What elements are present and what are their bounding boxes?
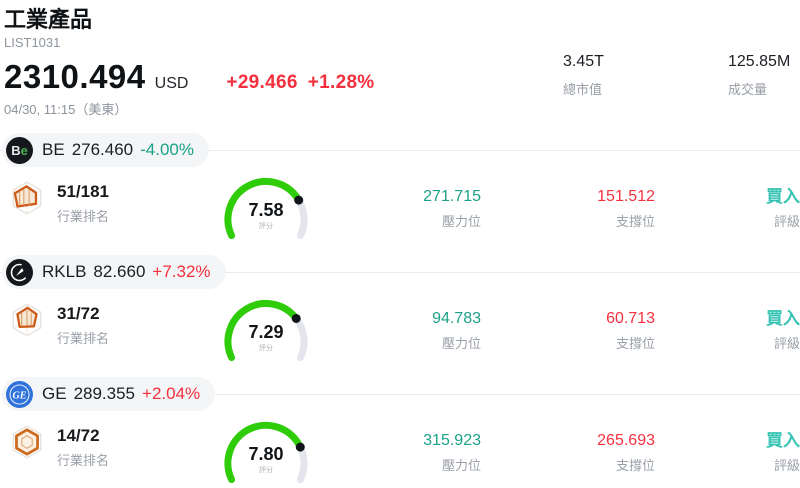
support-cell: 265.693 支撐位 bbox=[481, 421, 655, 474]
rklb-logo-icon bbox=[6, 258, 33, 286]
resistance-label: 壓力位 bbox=[441, 336, 481, 351]
market-cap-label: 總市值 bbox=[563, 82, 603, 97]
resistance-value: 271.715 bbox=[423, 188, 481, 205]
rating-value: 買入 bbox=[766, 187, 800, 206]
volume-label: 成交量 bbox=[728, 82, 768, 97]
resistance-label: 壓力位 bbox=[441, 214, 481, 229]
rating-value: 買入 bbox=[766, 309, 800, 328]
row-divider bbox=[0, 150, 800, 151]
support-label: 支撐位 bbox=[615, 336, 655, 351]
row-divider bbox=[0, 272, 800, 273]
score-gauge: 7.29 評分 bbox=[214, 299, 318, 361]
price-row: 2310.494 USD +29.466 +1.28% bbox=[4, 58, 800, 96]
volume-stat: 125.85M 成交量 bbox=[728, 52, 790, 98]
list-code: LIST1031 bbox=[4, 35, 61, 50]
stock-row-rklb: RKLB 82.660 +7.32% 31/72 行業排名 bbox=[0, 255, 800, 363]
score-gauge-arc bbox=[224, 177, 308, 239]
score-gauge-arc bbox=[224, 300, 308, 361]
resistance-label: 壓力位 bbox=[441, 458, 481, 473]
rating-value: 買入 bbox=[766, 431, 800, 450]
stock-pill-line: GE GE 289.355 +2.04% bbox=[0, 377, 800, 411]
svg-text:GE: GE bbox=[13, 390, 27, 401]
stock-row-body: 31/72 行業排名 7.29 評分 94.783 壓力位 60.713 支撐位 bbox=[0, 299, 800, 363]
stock-change-percent: +7.32% bbox=[152, 262, 211, 281]
industry-radar-icon bbox=[12, 181, 42, 215]
rating-label: 評級 bbox=[773, 214, 800, 229]
index-change: +29.466 +1.28% bbox=[226, 72, 374, 94]
stock-price: 289.355 bbox=[73, 384, 136, 403]
support-label: 支撐位 bbox=[615, 458, 655, 473]
ticker-symbol: BE bbox=[42, 140, 65, 159]
resistance-value: 315.923 bbox=[423, 432, 481, 449]
stock-change-percent: +2.04% bbox=[142, 384, 201, 403]
industry-rank-label: 行業排名 bbox=[57, 209, 110, 224]
ge-logo-icon: GE bbox=[6, 380, 33, 408]
resistance-value: 94.783 bbox=[432, 310, 481, 327]
market-cap-stat: 3.45T 總市值 bbox=[563, 52, 604, 98]
support-value: 265.693 bbox=[597, 432, 655, 449]
stock-row-body: 14/72 行業排名 7.80 評分 315.923 壓力位 265.693 支… bbox=[0, 421, 800, 485]
support-cell: 60.713 支撐位 bbox=[481, 299, 655, 352]
resistance-cell: 315.923 壓力位 bbox=[318, 421, 481, 474]
change-value: +29.466 bbox=[226, 72, 298, 93]
rating-cell: 買入 評級 bbox=[655, 177, 800, 230]
market-cap-value: 3.45T bbox=[563, 53, 604, 70]
score-value: 7.58 bbox=[248, 200, 284, 220]
stock-row-ge: GE GE 289.355 +2.04% 14/72 bbox=[0, 377, 800, 485]
support-value: 60.713 bbox=[606, 310, 655, 327]
industry-rank-value: 31/72 bbox=[57, 304, 100, 323]
industry-rank-cell: 31/72 行業排名 bbox=[8, 299, 214, 347]
rating-cell: 買入 評級 bbox=[655, 299, 800, 352]
currency-label: USD bbox=[154, 75, 189, 92]
industry-radar-icon bbox=[12, 425, 42, 459]
stock-price: 82.660 bbox=[93, 262, 146, 281]
score-label: 評分 bbox=[259, 223, 273, 230]
page-header: 工業產品 LIST1031 2310.494 USD +29.466 +1.28%… bbox=[0, 0, 800, 133]
score-gauge: 7.80 評分 bbox=[214, 421, 318, 483]
support-label: 支撐位 bbox=[615, 214, 655, 229]
stock-price: 276.460 bbox=[71, 140, 134, 159]
industry-rank-label: 行業排名 bbox=[57, 331, 110, 346]
rating-label: 評級 bbox=[773, 336, 800, 351]
stock-pill-ge[interactable]: GE GE 289.355 +2.04% bbox=[2, 377, 216, 411]
row-divider bbox=[0, 394, 800, 395]
volume-value: 125.85M bbox=[728, 53, 791, 70]
score-label: 評分 bbox=[259, 467, 273, 474]
industry-rank-label: 行業排名 bbox=[57, 453, 110, 468]
index-price: 2310.494 bbox=[4, 58, 146, 95]
rating-label: 評級 bbox=[773, 458, 800, 473]
resistance-cell: 94.783 壓力位 bbox=[318, 299, 481, 352]
support-cell: 151.512 支撐位 bbox=[481, 177, 655, 230]
industry-radar-icon bbox=[12, 303, 42, 337]
score-gauge-arc bbox=[224, 421, 308, 483]
change-percent: +1.28% bbox=[307, 72, 375, 93]
support-value: 151.512 bbox=[597, 188, 655, 205]
resistance-cell: 271.715 壓力位 bbox=[318, 177, 481, 230]
industry-rank-value: 51/181 bbox=[57, 182, 109, 201]
stock-pill-line: RKLB 82.660 +7.32% bbox=[0, 255, 800, 289]
quote-time: 04/30, 11:15（美東） bbox=[4, 102, 128, 117]
page-title: 工業產品 bbox=[4, 7, 93, 32]
stock-pill-rklb[interactable]: RKLB 82.660 +7.32% bbox=[2, 255, 226, 289]
ticker-symbol: RKLB bbox=[42, 262, 87, 281]
score-gauge: 7.58 評分 bbox=[214, 177, 318, 239]
score-value: 7.80 bbox=[248, 444, 284, 464]
industry-rank-cell: 14/72 行業排名 bbox=[8, 421, 214, 469]
ticker-symbol: GE bbox=[42, 384, 67, 403]
stock-row-body: 51/181 行業排名 7.58 評分 271.715 壓力位 151.512 … bbox=[0, 177, 800, 241]
industry-rank-cell: 51/181 行業排名 bbox=[8, 177, 214, 225]
score-label: 評分 bbox=[259, 345, 273, 352]
score-value: 7.29 bbox=[248, 322, 284, 342]
stock-change-percent: -4.00% bbox=[140, 140, 195, 159]
rating-cell: 買入 評級 bbox=[655, 421, 800, 474]
industry-rank-value: 14/72 bbox=[57, 426, 100, 445]
